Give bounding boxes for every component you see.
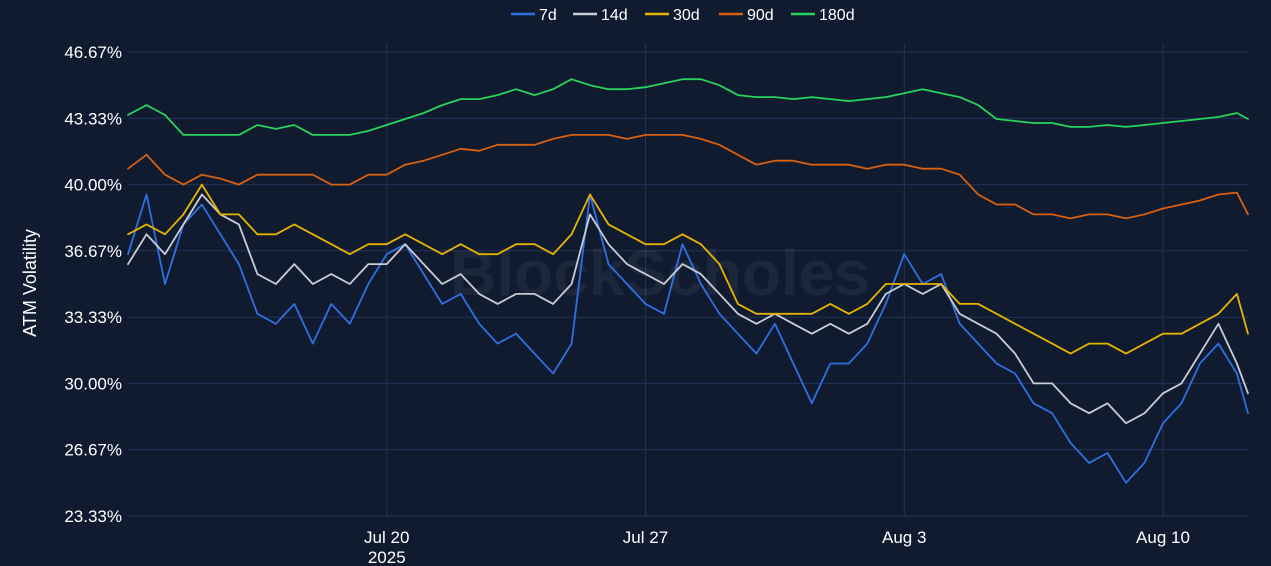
legend-item-180d[interactable]: 180d (791, 7, 855, 24)
legend-item-90d[interactable]: 90d (719, 7, 774, 24)
y-tick-label: 36.67% (64, 242, 122, 261)
watermark: BlockScholes (450, 237, 870, 309)
legend-item-14d[interactable]: 14d (573, 7, 628, 24)
series-line-90d (127, 133, 1249, 220)
legend-label: 90d (747, 7, 774, 24)
y-tick-label: 30.00% (64, 374, 122, 393)
series-line-14d (127, 193, 1249, 425)
x-tick-label: Aug 10 (1136, 528, 1190, 547)
legend-label: 30d (673, 7, 700, 24)
y-axis-title: ATM Volatility (20, 229, 40, 337)
y-tick-label: 23.33% (64, 507, 122, 526)
series-line-30d (127, 183, 1249, 355)
legend-item-30d[interactable]: 30d (645, 7, 700, 24)
series-lines (127, 78, 1249, 484)
y-tick-label: 40.00% (64, 176, 122, 195)
series-line-7d (127, 193, 1249, 484)
legend: 7d 14d 30d 90d 180d (511, 7, 855, 24)
legend-label: 7d (539, 7, 557, 24)
x-tick-label: Aug 3 (882, 528, 926, 547)
x-tick-label: Jul 27 (623, 528, 668, 547)
legend-label: 180d (819, 7, 855, 24)
y-tick-label: 46.67% (64, 43, 122, 62)
x-tick-label: Jul 20 (364, 528, 409, 547)
y-tick-label: 26.67% (64, 441, 122, 460)
series-line-180d (127, 78, 1249, 136)
x-tick-sublabel: 2025 (368, 548, 406, 566)
y-tick-label: 43.33% (64, 109, 122, 128)
legend-item-7d[interactable]: 7d (511, 7, 557, 24)
legend-label: 14d (601, 7, 628, 24)
y-axis-ticks: 46.67% 43.33% 40.00% 36.67% 33.33% 30.00% 26.6… (64, 43, 122, 526)
y-tick-label: 33.33% (64, 308, 122, 327)
